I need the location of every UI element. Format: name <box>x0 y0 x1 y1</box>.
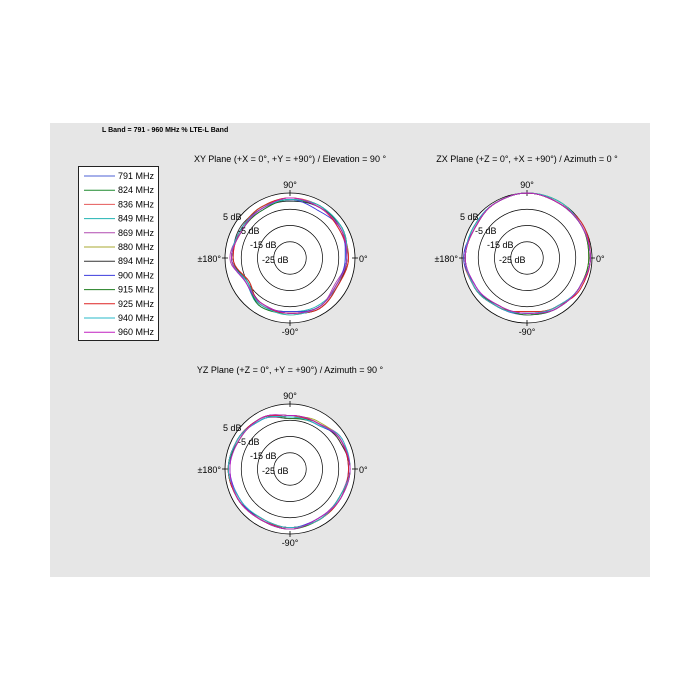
angle-label: 0° <box>359 465 368 475</box>
series-line <box>227 415 351 528</box>
grid-ring <box>240 419 340 519</box>
plot-title: YZ Plane (+Z = 0°, +Y = +90°) / Azimuth … <box>197 365 384 375</box>
grid-ring <box>477 208 577 308</box>
grid-ring <box>494 225 560 291</box>
plot-title: XY Plane (+X = 0°, +Y = +90°) / Elevatio… <box>194 154 386 164</box>
angle-label: 0° <box>359 254 368 264</box>
legend-entries: 791 MHz 824 MHz 836 MHz 849 MHz 869 MHz 880 M… <box>84 171 155 337</box>
ring-label: -5 dB <box>238 226 260 236</box>
ring-label: -25 dB <box>499 255 526 265</box>
legend-label: 915 MHz <box>118 285 155 295</box>
legend-label: 940 MHz <box>118 313 155 323</box>
polar-plot: YZ Plane (+Z = 0°, +Y = +90°) / Azimuth … <box>197 365 384 548</box>
ring-label: -5 dB <box>475 226 497 236</box>
legend-label: 791 MHz <box>118 171 155 181</box>
grid-ring <box>273 241 307 275</box>
legend-label: 960 MHz <box>118 327 155 337</box>
angle-label: ±180° <box>197 254 221 264</box>
plot-area <box>224 192 356 324</box>
ring-label: -15 dB <box>250 451 277 461</box>
angle-label: 0° <box>596 254 605 264</box>
ring-label: -5 dB <box>238 437 260 447</box>
grid-ring <box>510 241 544 275</box>
legend-label: 836 MHz <box>118 199 155 209</box>
ring-label: 5 dB <box>223 212 242 222</box>
polar-plot: ZX Plane (+Z = 0°, +X = +90°) / Azimuth … <box>434 154 618 337</box>
legend-label: 900 MHz <box>118 270 155 280</box>
legend-label: 894 MHz <box>118 256 155 266</box>
ring-label: -15 dB <box>250 240 277 250</box>
legend: 791 MHz 824 MHz 836 MHz 849 MHz 869 MHz 880 M… <box>78 166 159 341</box>
angle-label: ±180° <box>434 254 458 264</box>
legend-label: 880 MHz <box>118 242 155 252</box>
angle-label: -90° <box>282 327 299 337</box>
series-line <box>229 414 351 530</box>
legend-label: 869 MHz <box>118 228 155 238</box>
plot-title: ZX Plane (+Z = 0°, +X = +90°) / Azimuth … <box>436 154 618 164</box>
angle-label: ±180° <box>197 465 221 475</box>
ring-label: -15 dB <box>487 240 514 250</box>
grid-ring <box>240 208 340 308</box>
grid-ring <box>257 225 323 291</box>
ring-label: -25 dB <box>262 466 289 476</box>
figure-title: L Band = 791 - 960 MHz % LTE-L Band <box>102 127 229 134</box>
angle-label: 90° <box>283 180 297 190</box>
angle-label: -90° <box>519 327 536 337</box>
legend-label: 849 MHz <box>118 214 155 224</box>
ring-label: 5 dB <box>460 212 479 222</box>
grid-ring <box>273 452 307 486</box>
figure-panel: L Band = 791 - 960 MHz % LTE-L Band 791 … <box>50 123 650 577</box>
ring-label: 5 dB <box>223 423 242 433</box>
plot-area <box>224 403 356 535</box>
legend-label: 824 MHz <box>118 185 155 195</box>
grid-ring <box>257 436 323 502</box>
polar-plots: XY Plane (+X = 0°, +Y = +90°) / Elevatio… <box>194 154 618 548</box>
polar-plot: XY Plane (+X = 0°, +Y = +90°) / Elevatio… <box>194 154 386 337</box>
angle-label: 90° <box>283 391 297 401</box>
ring-label: -25 dB <box>262 255 289 265</box>
angle-label: -90° <box>282 538 299 548</box>
series-line <box>231 197 348 314</box>
legend-label: 925 MHz <box>118 299 155 309</box>
series-line <box>464 192 591 314</box>
angle-label: 90° <box>520 180 534 190</box>
